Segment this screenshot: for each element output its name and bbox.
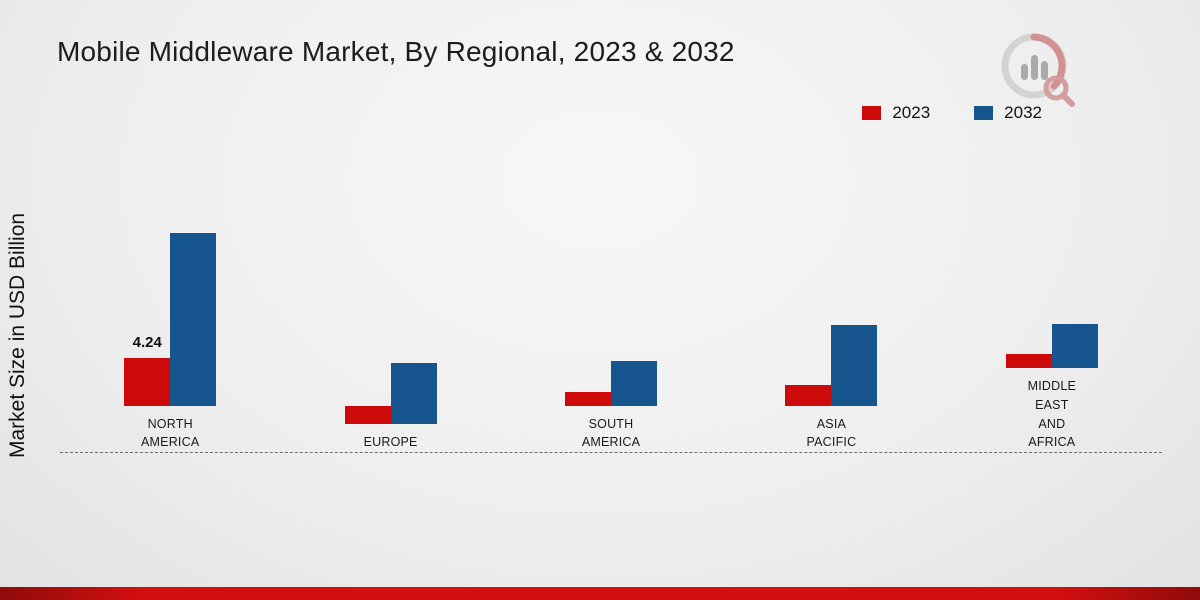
legend-label: 2032 [1004,103,1042,122]
bar-groups: 4.24 NORTH AMERICA EUROPE SOUTH AMERICA ASIA PA… [60,172,1162,452]
bar-value-label: 4.24 [132,333,162,351]
bar-2032-middle-east-and-africa [1051,324,1098,368]
bars-north-america: 4.24 [124,172,217,406]
brand-logo [994,26,1080,112]
bar-group-south-america: SOUTH AMERICA [501,172,721,452]
bar-2032-south-america [611,360,658,406]
bars-asia-pacific [785,172,878,406]
bar-2023-asia-pacific [785,384,832,406]
x-axis-label-middle-east-and-africa: MIDDLE EAST AND AFRICA [1027,379,1077,450]
bar-2023-south-america [565,391,612,406]
legend: 2023 2032 [862,103,1042,123]
legend-item-2023: 2023 [862,103,930,123]
bars-middle-east-and-africa [1005,172,1098,368]
bar-2032-north-america [170,232,217,406]
bars-europe [344,172,437,425]
bar-group-europe: EUROPE [280,172,500,452]
x-axis-label-europe: EUROPE [363,435,418,450]
bar-group-asia-pacific: ASIA PACIFIC [721,172,941,452]
y-axis-title: Market Size in USD Billion [6,212,29,458]
x-axis-label-south-america: SOUTH AMERICA [581,416,641,450]
bar-2032-europe [390,363,437,425]
x-axis-label-north-america: NORTH AMERICA [141,416,200,450]
bar-2023-north-america: 4.24 [124,334,171,406]
footer-bar [0,587,1200,600]
bars-south-america [565,172,658,406]
legend-swatch [974,106,994,120]
bar-2032-asia-pacific [831,324,878,406]
legend-label: 2023 [892,103,931,122]
bar-2023-middle-east-and-africa [1005,354,1052,368]
bar-group-middle-east-and-africa: MIDDLE EAST AND AFRICA [942,172,1162,452]
plot-area: 4.24 NORTH AMERICA EUROPE SOUTH AMERICA ASIA PA… [60,172,1162,453]
bar-2023-europe [344,406,391,425]
chart-title: Mobile Middleware Market, By Regional, 2… [57,36,735,67]
x-axis-label-asia-pacific: ASIA PACIFIC [806,416,857,450]
brand-logo-graphic [1001,33,1075,107]
legend-swatch [862,106,882,120]
legend-item-2032: 2032 [974,103,1042,123]
bar-group-north-america: 4.24 NORTH AMERICA [60,172,280,452]
x-axis-line [60,452,1162,453]
